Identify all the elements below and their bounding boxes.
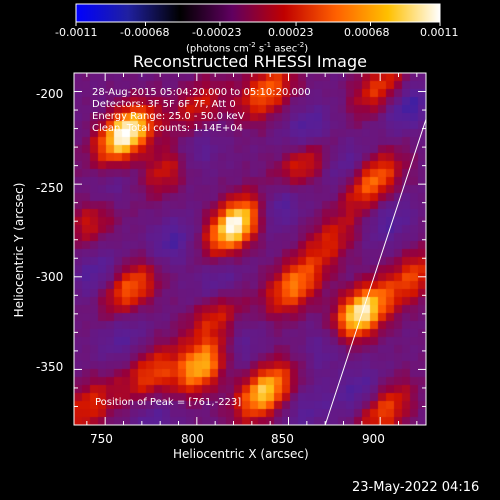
annotation-energy-range: Energy Range: 25.0 - 50.0 keV — [92, 111, 245, 122]
annotation-detectors: Detectors: 3F 5F 6F 7F, Att 0 — [92, 99, 236, 110]
colorbar-tick-label: 0.00068 — [344, 26, 390, 39]
colorbar-tick-label: 0.00023 — [268, 26, 314, 39]
chart-title: Reconstructed RHESSI Image — [133, 52, 367, 71]
units-part: s — [255, 43, 265, 55]
x-axis-label: Heliocentric X (arcsec) — [173, 447, 309, 461]
heatmap-image — [74, 73, 426, 425]
x-tick-label: 750 — [90, 432, 113, 446]
units-exp: -1 — [264, 41, 272, 49]
units-part: ) — [304, 43, 309, 55]
units-part: (photons cm — [186, 43, 249, 55]
colorbar-units: (photons cm-2 s-1 asec-2) — [186, 38, 308, 56]
colorbar-tick-label: -0.0011 — [55, 26, 98, 39]
y-tick-label: -300 — [36, 270, 64, 284]
x-tick-label: 800 — [181, 432, 204, 446]
colorbar-gradient — [76, 4, 440, 22]
colorbar — [75, 3, 441, 26]
x-tick-label: 900 — [362, 432, 385, 446]
colorbar-tick-label: -0.00023 — [192, 26, 242, 39]
y-tick-label: -200 — [36, 87, 64, 101]
colorbar-frame — [75, 3, 441, 23]
annotation-time-range: 28-Aug-2015 05:04:20.000 to 05:10:20.000 — [92, 87, 311, 98]
solar-limb-line — [324, 119, 427, 426]
y-axis-label: Heliocentric Y (arcsec) — [12, 182, 26, 318]
units-exp: -2 — [297, 41, 305, 49]
annotation-peak-position: Position of Peak = [761,-223] — [95, 397, 242, 408]
y-tick-label: -250 — [36, 181, 64, 195]
colorbar-tick-label: -0.00068 — [120, 26, 170, 39]
units-part: asec — [271, 43, 298, 55]
plot-frame — [73, 72, 427, 426]
footer-timestamp: 23-May-2022 04:16 — [352, 480, 480, 495]
annotation-total-counts: Clean. Total counts: 1.14E+04 — [92, 123, 243, 134]
colorbar-tick-label: 0.0011 — [420, 26, 459, 39]
y-tick-label: -350 — [36, 360, 64, 374]
units-exp: -2 — [248, 41, 256, 49]
x-tick-label: 850 — [271, 432, 294, 446]
